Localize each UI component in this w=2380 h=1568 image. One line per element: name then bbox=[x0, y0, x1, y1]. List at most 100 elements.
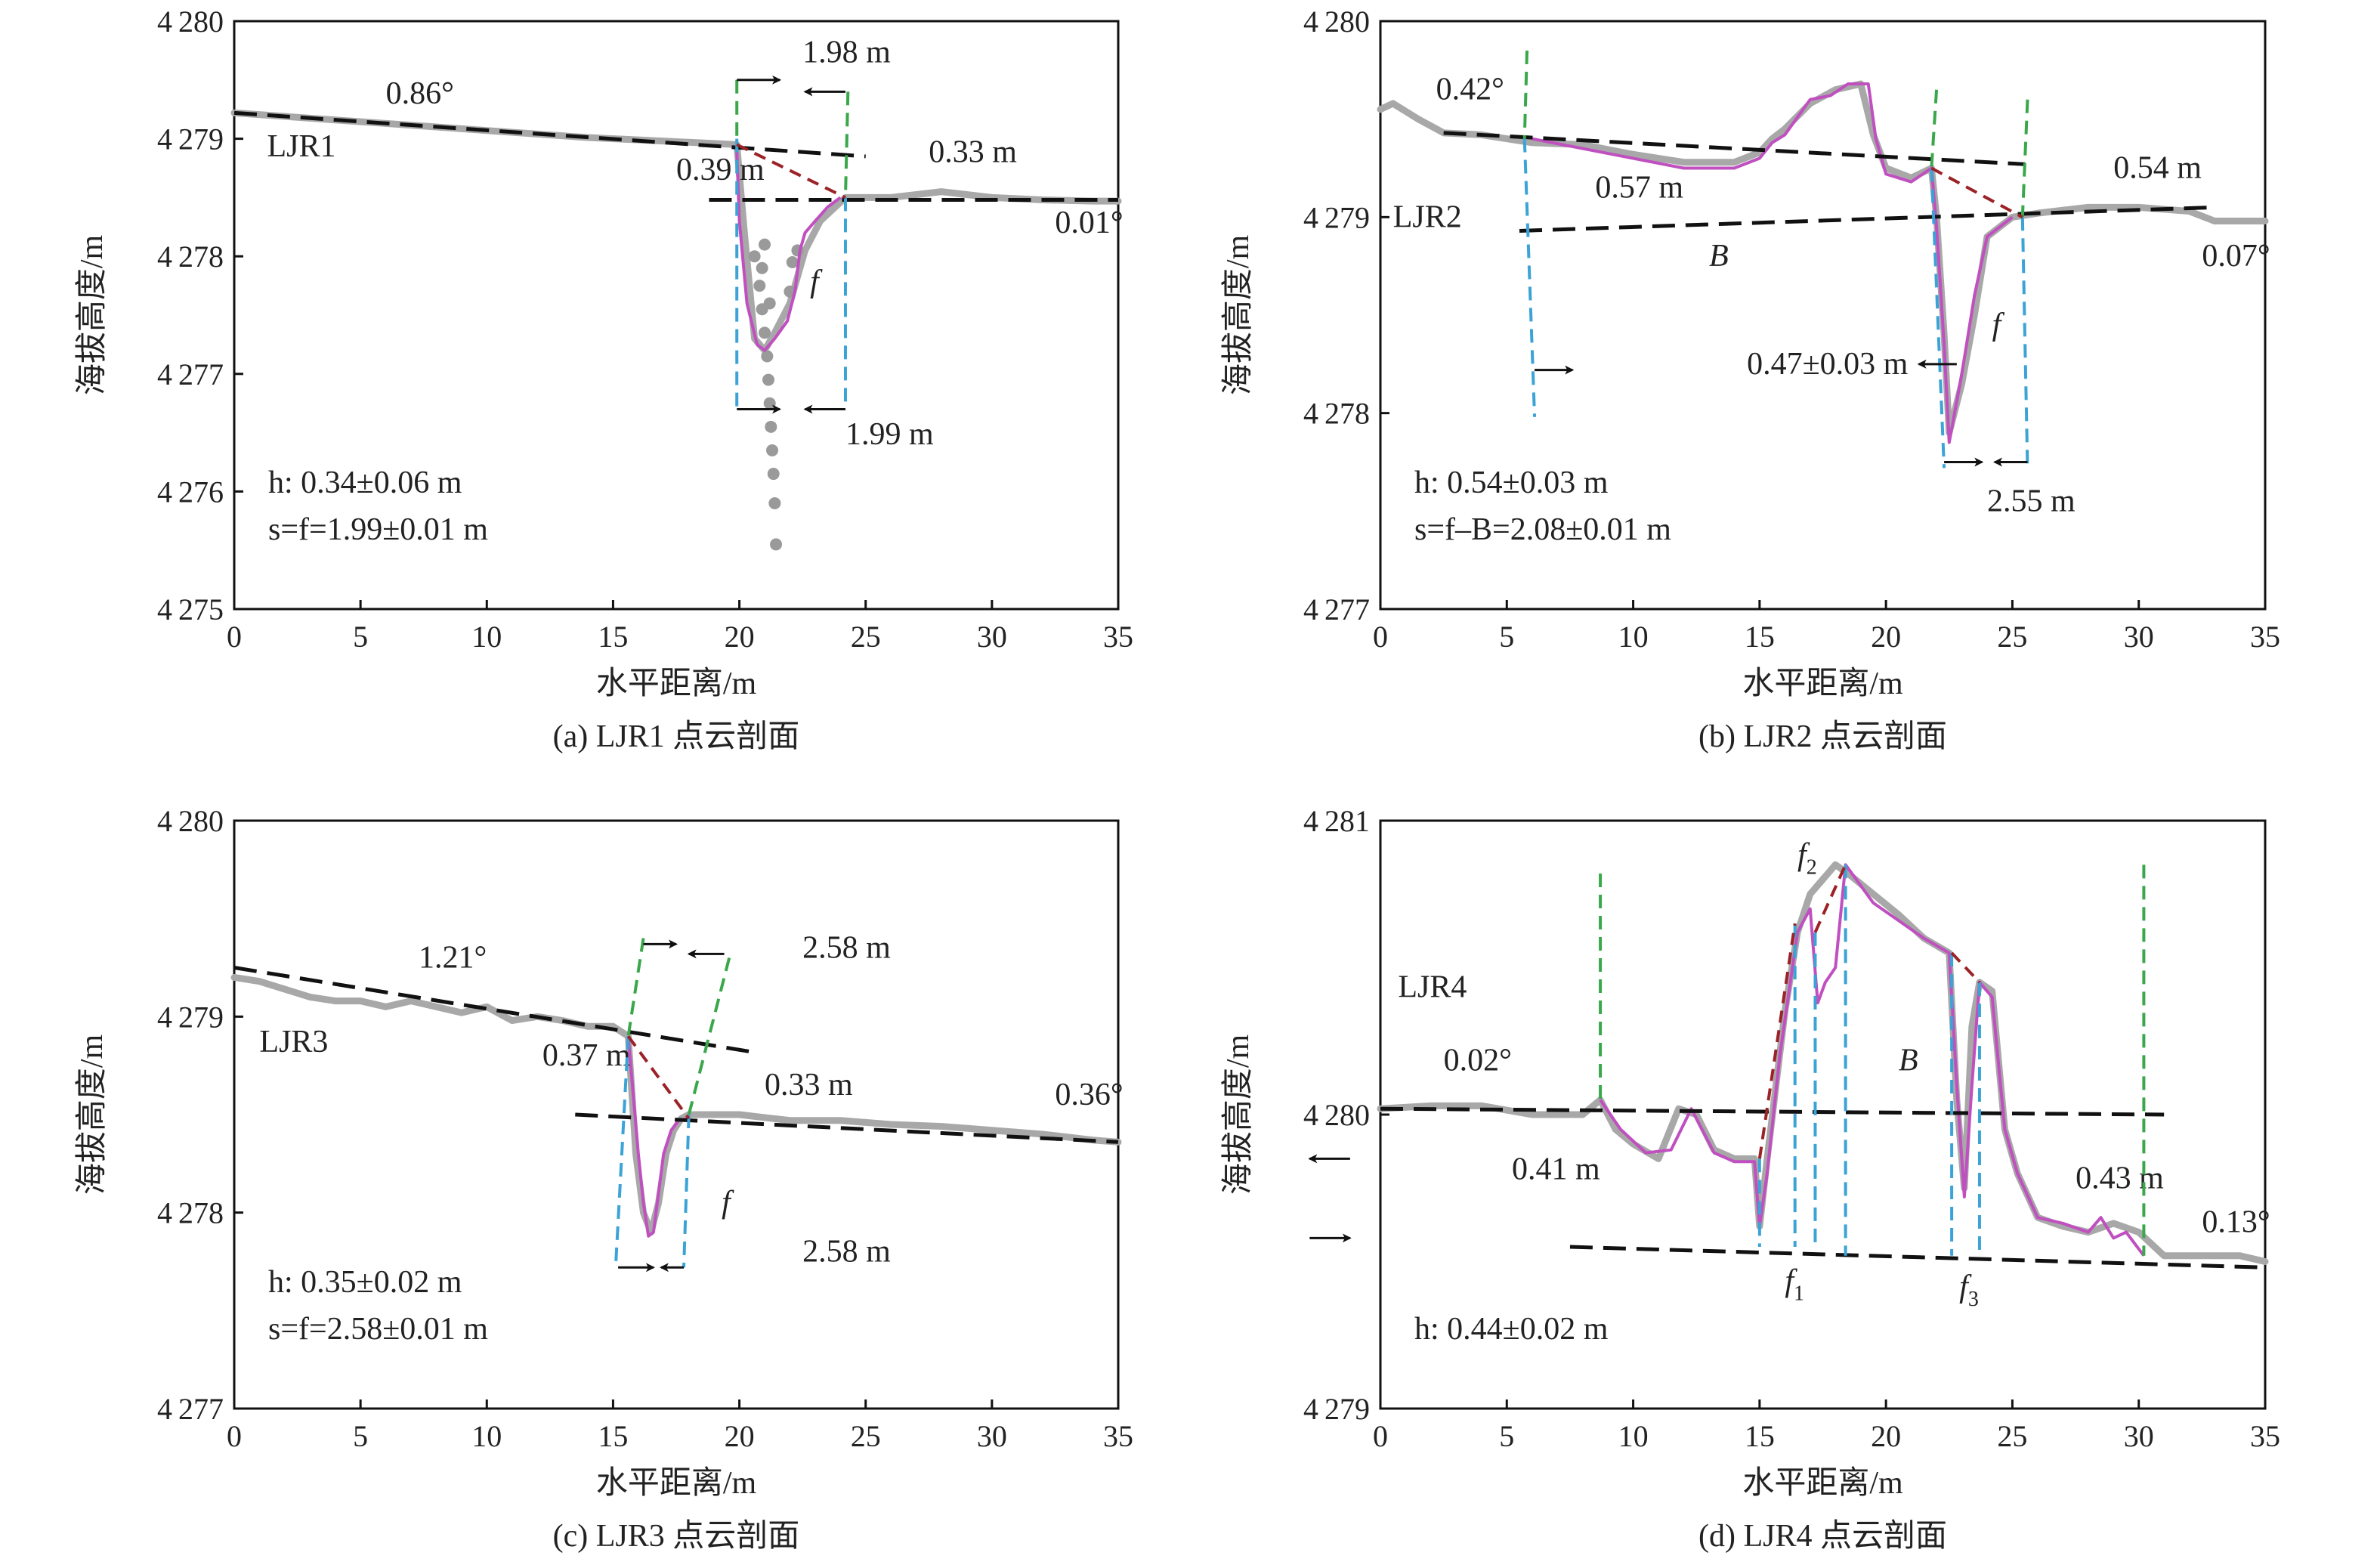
x-tick-label: 0 bbox=[227, 1419, 242, 1453]
x-tick-label: 10 bbox=[1618, 620, 1649, 654]
annotation-label: f bbox=[1992, 308, 2005, 342]
x-axis-label: 水平距离/m bbox=[596, 666, 757, 701]
trend-line bbox=[1519, 205, 2215, 233]
panel-caption: (a) LJR1 点云剖面 bbox=[553, 719, 800, 754]
x-tick-label: 20 bbox=[725, 620, 755, 654]
y-tick-label: 4 280 bbox=[157, 5, 224, 39]
annotation-label: 1.98 m bbox=[802, 35, 891, 70]
plot-frame bbox=[1379, 20, 2267, 611]
annotation-label: 0.33 m bbox=[765, 1068, 853, 1103]
annotation-label: 0.54 m bbox=[2113, 150, 2202, 185]
annotation-label: 2.55 m bbox=[1987, 484, 2076, 518]
scatter-point bbox=[756, 261, 768, 274]
trend-line bbox=[233, 966, 753, 1054]
x-tick-label: 35 bbox=[2250, 620, 2280, 654]
x-tick-label: 35 bbox=[1103, 1419, 1133, 1453]
scatter-point bbox=[770, 538, 783, 551]
profile-label: LJR1 bbox=[267, 129, 335, 164]
y-tick-label: 4 280 bbox=[157, 804, 224, 838]
annotation-label: 0.57 m bbox=[1595, 170, 1683, 205]
y-axis-label: 海拔高度/m bbox=[75, 1035, 110, 1195]
annotation-label: 0.41 m bbox=[1512, 1152, 1600, 1187]
annotation-label: 0.13° bbox=[2202, 1205, 2270, 1240]
stats-line: h: 0.35±0.02 m bbox=[268, 1265, 462, 1300]
scatter-point bbox=[759, 326, 771, 339]
trend-line bbox=[575, 1112, 1119, 1144]
guide-line-red bbox=[1950, 951, 1981, 984]
guide-line-green bbox=[1522, 50, 1529, 139]
scatter-point bbox=[765, 420, 777, 433]
stats-line: h: 0.34±0.06 m bbox=[268, 465, 462, 500]
guide-line-green bbox=[626, 938, 645, 1037]
profile-points bbox=[1377, 861, 2269, 1265]
scatter-point bbox=[761, 350, 774, 363]
guide-line-green bbox=[1930, 89, 1939, 169]
trend-line bbox=[1569, 1245, 2266, 1270]
y-tick-label: 4 278 bbox=[157, 1196, 224, 1230]
guide-line-green bbox=[2020, 99, 2029, 218]
guide-line-red bbox=[1757, 923, 1797, 1159]
profile-label: LJR4 bbox=[1398, 970, 1467, 1004]
annotation-label: 0.33 m bbox=[929, 135, 1017, 170]
x-tick-label: 15 bbox=[1745, 620, 1775, 654]
y-tick-label: 4 280 bbox=[1303, 5, 1370, 39]
x-tick-label: 5 bbox=[1499, 620, 1514, 654]
annotation-label: f bbox=[810, 264, 823, 299]
x-tick-label: 30 bbox=[2124, 1419, 2154, 1453]
x-tick-label: 20 bbox=[1871, 1419, 1901, 1453]
y-tick-label: 4 279 bbox=[157, 1000, 224, 1034]
y-tick-label: 4 277 bbox=[1303, 592, 1370, 626]
fault-label-subscript: 3 bbox=[1968, 1288, 1979, 1311]
panel-2: 0 5 10 15 20 25 30 35 4 277 4 278 4 279 4 280 水平距离/m… bbox=[1221, 5, 2280, 754]
y-tick-label: 4 277 bbox=[157, 357, 224, 391]
panel-4: 0 5 10 15 20 25 30 35 4 279 4 280 4 281 水平距离/m 海拔高度/… bbox=[1221, 804, 2280, 1554]
y-tick-label: 4 278 bbox=[1303, 397, 1370, 431]
guide-line-red bbox=[626, 1035, 691, 1120]
guide-line-blue bbox=[1522, 138, 1537, 417]
x-tick-label: 30 bbox=[977, 620, 1007, 654]
annotation-label: 0.37 m bbox=[542, 1038, 631, 1073]
annotation-label: 0.36° bbox=[1055, 1078, 1123, 1112]
x-tick-label: 30 bbox=[977, 1419, 1007, 1453]
guide-line-red bbox=[1930, 166, 2023, 219]
annotation-label: 0.01° bbox=[1055, 206, 1123, 240]
y-tick-label: 4 276 bbox=[157, 475, 224, 509]
annotation-label: 1.21° bbox=[419, 941, 487, 976]
stats-line: s=f–B=2.08±0.01 m bbox=[1414, 512, 1671, 547]
fault-label: f1 bbox=[1785, 1263, 1804, 1305]
guide-line-blue bbox=[682, 1114, 691, 1268]
y-tick-label: 4 275 bbox=[157, 592, 224, 626]
scatter-point bbox=[759, 238, 771, 251]
panel-caption: (c) LJR3 点云剖面 bbox=[553, 1519, 800, 1554]
panel-3: 0 5 10 15 20 25 30 35 4 277 4 278 4 279 4 280 水平距离/m… bbox=[75, 804, 1133, 1554]
annotation-label: 0.86° bbox=[386, 76, 454, 111]
x-tick-label: 30 bbox=[2124, 620, 2154, 654]
scatter-point bbox=[762, 373, 775, 386]
panel-caption: (d) LJR4 点云剖面 bbox=[1698, 1519, 1947, 1554]
guide-line-blue bbox=[614, 1036, 630, 1268]
annotation-label: 0.02° bbox=[1444, 1044, 1512, 1078]
x-tick-label: 15 bbox=[598, 1419, 628, 1453]
x-tick-label: 25 bbox=[1997, 1419, 2027, 1453]
x-axis-label: 水平距离/m bbox=[596, 1465, 757, 1501]
y-tick-label: 4 281 bbox=[1303, 804, 1370, 838]
scatter-point bbox=[753, 280, 766, 292]
x-tick-label: 5 bbox=[1499, 1419, 1514, 1453]
annotation-label: 1.99 m bbox=[845, 417, 934, 452]
annotation-label: 0.07° bbox=[2202, 239, 2270, 274]
panel-caption: (b) LJR2 点云剖面 bbox=[1698, 719, 1947, 754]
scatter-point bbox=[766, 444, 779, 456]
trend-line bbox=[1380, 1106, 2165, 1117]
x-tick-label: 0 bbox=[1373, 1419, 1388, 1453]
panel-1: 0 5 10 15 20 25 30 35 4 275 4 276 4 277 4 278 4 279 4… bbox=[75, 5, 1133, 754]
guide-line-red bbox=[736, 143, 846, 199]
stats-line: h: 0.54±0.03 m bbox=[1414, 465, 1609, 500]
x-tick-label: 0 bbox=[227, 620, 242, 654]
fitted-curve bbox=[626, 1036, 690, 1238]
x-tick-label: 5 bbox=[353, 620, 368, 654]
x-axis-label: 水平距离/m bbox=[1742, 1465, 1903, 1501]
profile-label: LJR3 bbox=[259, 1025, 328, 1059]
guide-line-blue bbox=[2020, 217, 2029, 469]
x-tick-label: 5 bbox=[353, 1419, 368, 1453]
